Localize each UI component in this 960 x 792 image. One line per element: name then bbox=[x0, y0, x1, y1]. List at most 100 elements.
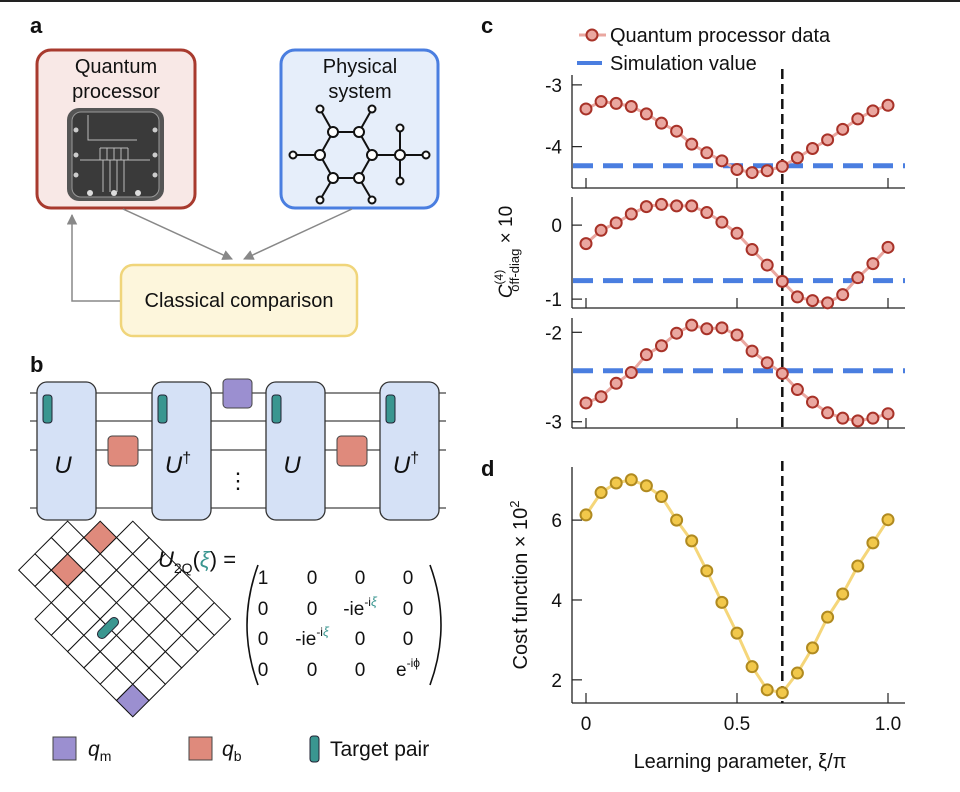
data-point bbox=[624, 207, 638, 221]
matrix-label: U2Q(ξ) = bbox=[158, 547, 236, 576]
matrix-entry: e-iϕ bbox=[396, 656, 420, 681]
y-tick-label: -1 bbox=[545, 290, 562, 311]
x-tick-label: 0 bbox=[581, 714, 592, 735]
data-point bbox=[715, 595, 729, 609]
data-point bbox=[775, 366, 789, 380]
legend-b: qm qb Target pair bbox=[52, 735, 429, 764]
data-point bbox=[579, 237, 593, 251]
data-point bbox=[775, 686, 789, 700]
qb-legend-label: qb bbox=[222, 738, 242, 764]
data-point bbox=[579, 396, 593, 410]
data-point bbox=[655, 116, 668, 130]
matrix-entry: 0 bbox=[403, 599, 414, 620]
data-point bbox=[806, 141, 819, 155]
data-point bbox=[594, 95, 608, 109]
arrow-physical-to-classical bbox=[243, 208, 353, 260]
matrix-right-paren bbox=[429, 564, 442, 686]
data-point bbox=[715, 321, 729, 335]
ellipsis: ⋮ bbox=[227, 468, 249, 493]
target-pair-legend-label: Target pair bbox=[330, 738, 429, 761]
data-point bbox=[851, 414, 865, 428]
panel-a: a Quantum processor Physical system Clas… bbox=[30, 13, 440, 338]
qb-gate bbox=[336, 435, 368, 467]
matrix-entry: 1 bbox=[258, 568, 269, 589]
matrix-left-paren bbox=[246, 564, 259, 686]
data-point bbox=[760, 356, 774, 370]
y-tick-label: -4 bbox=[545, 138, 562, 159]
data-point bbox=[881, 407, 895, 421]
data-point bbox=[745, 660, 759, 674]
matrix-entry: 0 bbox=[258, 599, 269, 620]
data-point bbox=[685, 534, 699, 548]
data-point bbox=[821, 133, 835, 147]
data-point bbox=[790, 290, 804, 304]
qm-gate bbox=[222, 378, 253, 409]
chip-image bbox=[67, 108, 164, 201]
matrix-entry: 0 bbox=[403, 629, 414, 650]
data-point bbox=[730, 626, 744, 640]
matrix-entry: 0 bbox=[258, 629, 269, 650]
panel-letter-c: c bbox=[481, 13, 493, 38]
data-point bbox=[685, 199, 699, 213]
data-point bbox=[609, 96, 623, 110]
data-point bbox=[745, 243, 759, 257]
y-tick-label: 4 bbox=[551, 591, 562, 612]
target-pair-swatch bbox=[309, 735, 320, 763]
x-tick-label: 1.0 bbox=[875, 714, 901, 735]
qb-gate bbox=[107, 435, 139, 467]
target-pair-marker bbox=[96, 616, 120, 640]
quantum-box-line2: processor bbox=[72, 81, 160, 103]
physical-box-line2: system bbox=[328, 81, 391, 103]
panel-letter-b: b bbox=[30, 352, 43, 377]
data-point bbox=[609, 476, 623, 490]
data-point bbox=[851, 112, 865, 126]
data-point bbox=[655, 197, 668, 211]
y-tick-label: -3 bbox=[545, 76, 562, 97]
data-point bbox=[579, 508, 593, 522]
data-point bbox=[700, 206, 714, 220]
data-point bbox=[700, 146, 714, 160]
panel-letter-a: a bbox=[30, 13, 43, 38]
data-line bbox=[584, 478, 890, 695]
legend-data-marker bbox=[585, 28, 599, 42]
y-tick-label: -3 bbox=[545, 413, 562, 434]
data-point bbox=[821, 610, 835, 624]
data-point bbox=[745, 344, 759, 358]
matrix-entry: 0 bbox=[355, 568, 366, 589]
y-tick-label: 2 bbox=[551, 671, 562, 692]
data-point bbox=[579, 102, 593, 116]
y-axis-label-d: Cost function × 102 bbox=[507, 500, 532, 669]
data-point bbox=[836, 288, 850, 302]
matrix-entry: -ie-iξ bbox=[295, 624, 330, 650]
panel-letter-d: d bbox=[481, 456, 494, 481]
data-point bbox=[624, 473, 638, 487]
matrix: 1 0 0 0 0 0 -ie-iξ 0 0 -ie-iξ 0 0 0 0 0 e-iϕ bbox=[258, 568, 421, 681]
data-point bbox=[806, 395, 819, 409]
data-point bbox=[806, 294, 819, 308]
y-tick-label: 0 bbox=[551, 216, 562, 237]
x-tick-label: 0.5 bbox=[724, 714, 750, 735]
data-point bbox=[700, 322, 714, 336]
physical-box-line1: Physical bbox=[323, 56, 397, 78]
data-point bbox=[760, 164, 774, 178]
panel-b: b U U† U U† ⋮ U2Q(ξ) = 1 0 0 0 0 0 -ie-iξ 0 0 -ie-iξ… bbox=[17, 352, 446, 764]
unitary-label: U† bbox=[393, 450, 419, 479]
data-point bbox=[685, 318, 699, 332]
matrix-entry: 0 bbox=[258, 660, 269, 681]
matrix-entry: 0 bbox=[307, 568, 318, 589]
arrow-quantum-to-classical bbox=[122, 208, 233, 260]
data-point bbox=[745, 166, 759, 180]
data-point bbox=[655, 490, 668, 504]
data-point bbox=[730, 162, 744, 176]
data-point bbox=[639, 107, 653, 121]
data-point bbox=[730, 328, 744, 342]
data-point bbox=[821, 296, 835, 310]
data-point bbox=[655, 339, 668, 353]
data-point bbox=[639, 479, 653, 493]
data-point bbox=[639, 200, 653, 214]
unitary-label: U bbox=[283, 452, 301, 479]
data-point bbox=[594, 486, 608, 500]
data-point bbox=[866, 411, 880, 425]
data-point bbox=[730, 226, 744, 240]
